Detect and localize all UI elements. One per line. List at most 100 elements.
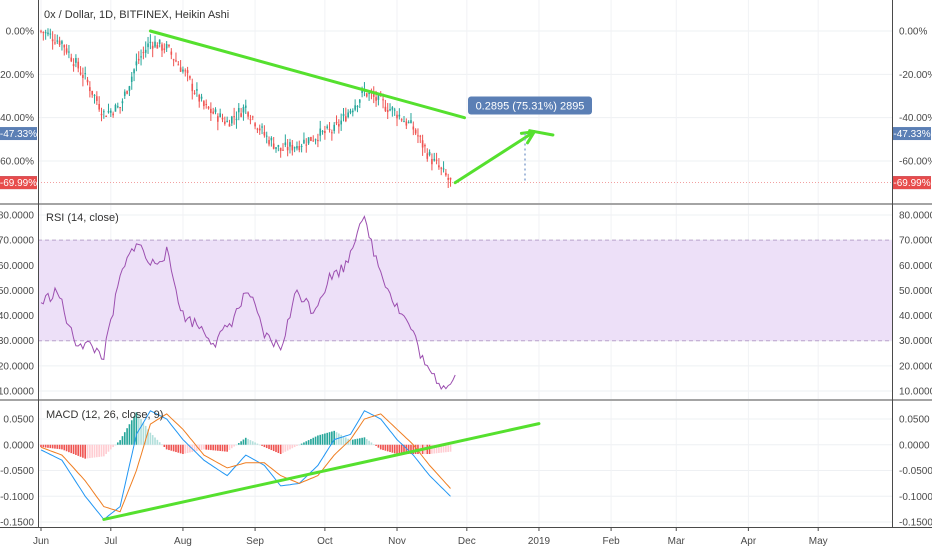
candle-body[interactable]	[247, 112, 249, 117]
candle-body[interactable]	[393, 109, 396, 111]
candle-body[interactable]	[230, 116, 233, 124]
candle-body[interactable]	[49, 33, 52, 35]
candle-body[interactable]	[396, 114, 398, 119]
candle-body[interactable]	[254, 123, 256, 127]
candle-body[interactable]	[235, 118, 238, 121]
candle-body[interactable]	[175, 60, 177, 62]
signal-line[interactable]	[40, 413, 451, 513]
candle-body[interactable]	[147, 43, 149, 48]
candle-body[interactable]	[63, 44, 66, 48]
candle-body[interactable]	[403, 121, 405, 123]
candle-body[interactable]	[389, 109, 391, 111]
candle-body[interactable]	[58, 40, 61, 45]
candle-body[interactable]	[412, 126, 415, 130]
candle-body[interactable]	[203, 101, 205, 107]
candle-body[interactable]	[51, 39, 54, 42]
candle-body[interactable]	[414, 129, 417, 134]
candle-body[interactable]	[256, 128, 259, 130]
candle-body[interactable]	[447, 177, 450, 180]
candle-body[interactable]	[198, 94, 201, 102]
candle-body[interactable]	[305, 144, 308, 146]
candle-body[interactable]	[226, 120, 228, 122]
candle-body[interactable]	[258, 128, 261, 131]
candle-body[interactable]	[251, 116, 254, 118]
candle-body[interactable]	[407, 122, 410, 124]
candle-body[interactable]	[179, 67, 182, 72]
candle-body[interactable]	[161, 44, 163, 51]
candle-body[interactable]	[189, 76, 191, 79]
candle-body[interactable]	[358, 99, 361, 103]
candle-body[interactable]	[442, 168, 445, 170]
rsi-line[interactable]	[40, 215, 456, 391]
candle-body[interactable]	[123, 91, 126, 96]
rsi-series[interactable]	[40, 215, 456, 391]
candle-body[interactable]	[200, 96, 203, 99]
candle-body[interactable]	[338, 124, 340, 127]
candle-body[interactable]	[321, 131, 324, 133]
candle-body[interactable]	[421, 140, 424, 148]
candle-body[interactable]	[158, 39, 161, 44]
candle-body[interactable]	[126, 91, 128, 94]
candle-body[interactable]	[177, 64, 180, 66]
candle-body[interactable]	[65, 48, 68, 53]
candle-body[interactable]	[317, 139, 319, 142]
candle-body[interactable]	[96, 96, 98, 101]
candle-body[interactable]	[428, 151, 431, 156]
candle-body[interactable]	[79, 72, 82, 75]
candle-body[interactable]	[331, 132, 333, 134]
candle-body[interactable]	[356, 105, 359, 108]
candle-body[interactable]	[182, 69, 184, 72]
candle-body[interactable]	[165, 44, 168, 49]
candle-body[interactable]	[72, 64, 75, 67]
candle-body[interactable]	[93, 94, 96, 96]
candle-body[interactable]	[112, 113, 114, 116]
candle-body[interactable]	[233, 116, 235, 118]
candle-body[interactable]	[272, 143, 275, 149]
candle-body[interactable]	[121, 101, 124, 104]
candle-body[interactable]	[114, 104, 117, 112]
candle-body[interactable]	[268, 140, 270, 145]
candle-body[interactable]	[217, 116, 219, 122]
candle-body[interactable]	[261, 126, 263, 128]
macd-histogram[interactable]	[40, 412, 452, 459]
candle-body[interactable]	[419, 135, 422, 137]
candle-body[interactable]	[70, 57, 73, 62]
candle-body[interactable]	[172, 59, 175, 61]
candle-body[interactable]	[212, 111, 215, 114]
candle-body[interactable]	[103, 111, 105, 113]
candle-body[interactable]	[82, 75, 84, 78]
candle-body[interactable]	[105, 115, 107, 117]
candle-body[interactable]	[438, 165, 440, 168]
candle-body[interactable]	[184, 70, 187, 72]
candle-body[interactable]	[144, 49, 147, 53]
candle-body[interactable]	[140, 56, 142, 58]
macd-annotations[interactable]	[102, 422, 541, 521]
candle-body[interactable]	[382, 99, 384, 101]
candle-body[interactable]	[135, 61, 138, 66]
candle-body[interactable]	[298, 146, 301, 151]
candle-body[interactable]	[77, 61, 80, 69]
candle-body[interactable]	[42, 32, 45, 34]
candle-body[interactable]	[405, 121, 408, 126]
candle-body[interactable]	[275, 147, 277, 149]
candle-body[interactable]	[319, 128, 322, 136]
candle-body[interactable]	[130, 76, 133, 82]
candle-body[interactable]	[277, 145, 280, 147]
candle-body[interactable]	[47, 32, 49, 35]
candle-body[interactable]	[193, 92, 196, 94]
candle-body[interactable]	[391, 107, 394, 110]
upper-trendline[interactable]	[148, 29, 466, 120]
candle-body[interactable]	[426, 153, 429, 159]
candle-body[interactable]	[263, 132, 266, 136]
candle-body[interactable]	[361, 90, 363, 93]
candle-body[interactable]	[296, 146, 298, 149]
candle-body[interactable]	[335, 121, 338, 124]
candle-body[interactable]	[351, 110, 354, 113]
candle-body[interactable]	[228, 123, 231, 127]
candle-body[interactable]	[410, 120, 412, 123]
candle-body[interactable]	[417, 135, 419, 137]
candle-body[interactable]	[433, 158, 436, 161]
macd-series[interactable]	[40, 410, 451, 521]
candle-body[interactable]	[249, 119, 252, 121]
